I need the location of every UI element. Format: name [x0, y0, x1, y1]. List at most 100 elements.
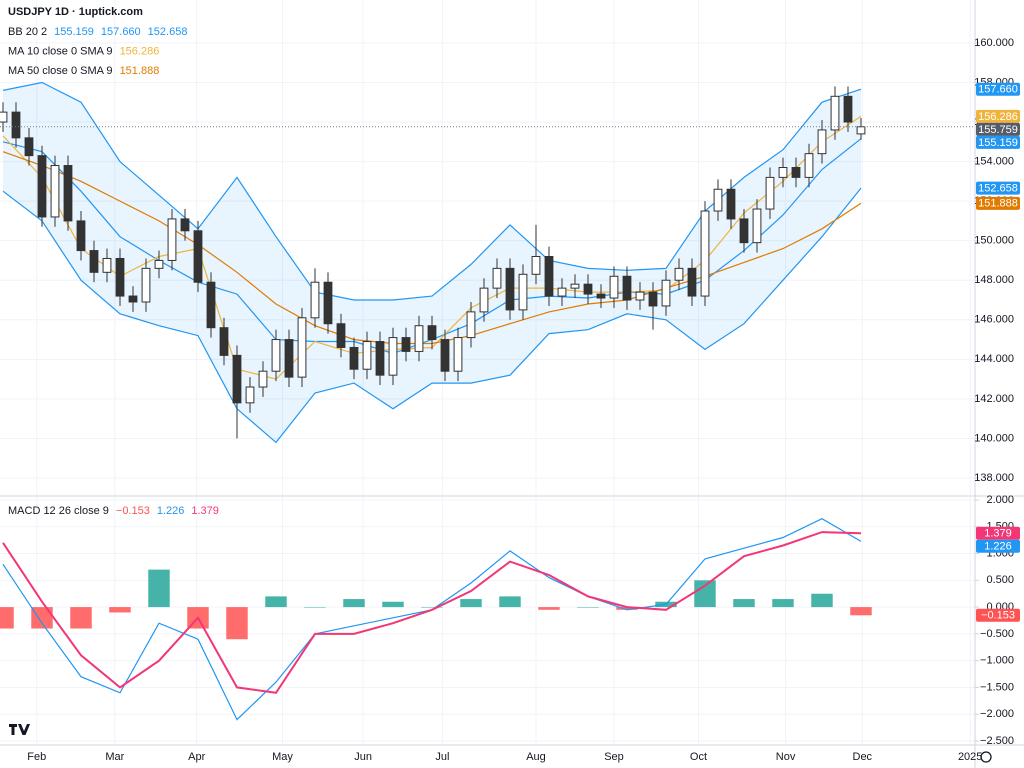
candle-body	[349, 346, 359, 370]
candle-body	[167, 218, 177, 261]
legend-value: 157.660	[101, 26, 141, 38]
x-tick-label: Nov	[776, 751, 796, 763]
legend-entry: MA 10 close 0 SMA 9 156.286	[8, 45, 159, 57]
candle-body	[570, 283, 580, 289]
candle-body	[219, 327, 229, 356]
candle-body	[544, 255, 554, 297]
legend-entry: MACD 12 26 close 9 −0.153 1.226 1.379	[8, 505, 219, 517]
candle-body	[440, 339, 450, 372]
price-label-box	[976, 181, 1020, 195]
legend-value: 1.226	[157, 505, 185, 517]
indicator-line	[2, 531, 862, 694]
chart-title: USDJPY 1D · 1uptick.com	[8, 6, 143, 18]
y-tick-label: −0.500	[980, 628, 1014, 640]
price-label: 155.759	[978, 124, 1018, 136]
legend-value: 155.159	[54, 26, 94, 38]
candle-body	[492, 267, 502, 289]
gear[interactable]	[980, 751, 992, 763]
histogram-bar	[226, 607, 248, 640]
candle-body	[661, 279, 671, 307]
indicator-line	[2, 187, 862, 444]
candle-body	[37, 155, 47, 218]
price-label: 1.226	[984, 541, 1012, 553]
logo	[6, 720, 32, 738]
price-label-box	[976, 196, 1020, 210]
histogram-bar	[304, 607, 326, 608]
candle-body	[271, 339, 281, 372]
legend-value: 1.379	[191, 505, 219, 517]
histogram-bar	[733, 599, 755, 608]
histogram-bar	[499, 596, 521, 608]
legend-label: MACD 12 26 close 9	[8, 505, 109, 517]
histogram-bar	[382, 601, 404, 608]
histogram-bar	[460, 599, 482, 608]
candle-body	[453, 337, 463, 372]
candle-body	[583, 283, 593, 295]
y-tick-label: 154.000	[974, 155, 1014, 167]
y-tick-label: −1.000	[980, 655, 1014, 667]
band-fill	[3, 82, 861, 443]
candle-body	[622, 275, 632, 301]
candle-body	[648, 291, 658, 307]
price-label: 157.660	[978, 84, 1018, 96]
candle-body	[50, 165, 60, 218]
price-label: −0.153	[981, 610, 1015, 622]
candle-body	[89, 250, 99, 273]
candle-body	[232, 354, 242, 404]
price-label: 152.658	[978, 183, 1018, 195]
histogram-bar	[148, 569, 170, 608]
candle-body	[388, 337, 398, 376]
candle-body	[154, 259, 164, 269]
candle-body	[843, 95, 853, 123]
price-label-box	[976, 526, 1020, 540]
candle-body	[700, 210, 710, 297]
candle-body	[739, 218, 749, 244]
histogram-bar	[577, 607, 599, 608]
candle-body	[765, 176, 775, 210]
candle-body	[817, 129, 827, 155]
legend-entry: BB 20 2 155.159 157.660 152.658	[8, 26, 187, 38]
candle-body	[258, 370, 268, 388]
candle-body	[609, 275, 619, 299]
histogram-bar	[343, 599, 365, 608]
candle-body	[193, 230, 203, 283]
candle-body	[778, 167, 788, 178]
candle-body	[102, 257, 112, 273]
settings-icon[interactable]	[980, 751, 992, 763]
candle-body	[804, 153, 814, 178]
x-tick-label: Mar	[105, 751, 124, 763]
candle-body	[11, 111, 21, 139]
candle-body	[284, 339, 294, 378]
histogram-bar	[0, 607, 14, 629]
histogram-bar	[772, 599, 794, 608]
candle-body	[362, 341, 372, 370]
price-pane	[0, 81, 975, 444]
candle-body	[674, 267, 684, 281]
candle-body	[505, 267, 515, 311]
x-tick-label: Dec	[853, 751, 873, 763]
x-tick-label: 2025	[958, 751, 982, 763]
candle-body	[375, 341, 385, 376]
legend-value: 151.888	[120, 65, 160, 77]
candle-body	[245, 386, 255, 404]
y-tick-label: −2.000	[980, 708, 1014, 720]
candle-body	[466, 311, 476, 339]
macd-pane	[0, 518, 872, 721]
candle-body	[76, 220, 86, 252]
legend-label: MA 10 close 0 SMA 9	[8, 45, 113, 57]
candle-body	[414, 325, 424, 352]
y-tick-label: 138.000	[974, 472, 1014, 484]
legend-value: 152.658	[148, 26, 188, 38]
candle-body	[128, 295, 138, 303]
candle-body	[856, 126, 866, 135]
price-label-box	[976, 539, 1020, 553]
histogram-bar	[694, 580, 716, 608]
histogram-bar	[265, 596, 287, 608]
histogram-bar	[811, 593, 833, 608]
histogram-bar	[70, 607, 92, 629]
x-tick-label: May	[272, 751, 293, 763]
candle-body	[180, 218, 190, 232]
candle-body	[596, 293, 606, 299]
candle-body	[479, 287, 489, 313]
